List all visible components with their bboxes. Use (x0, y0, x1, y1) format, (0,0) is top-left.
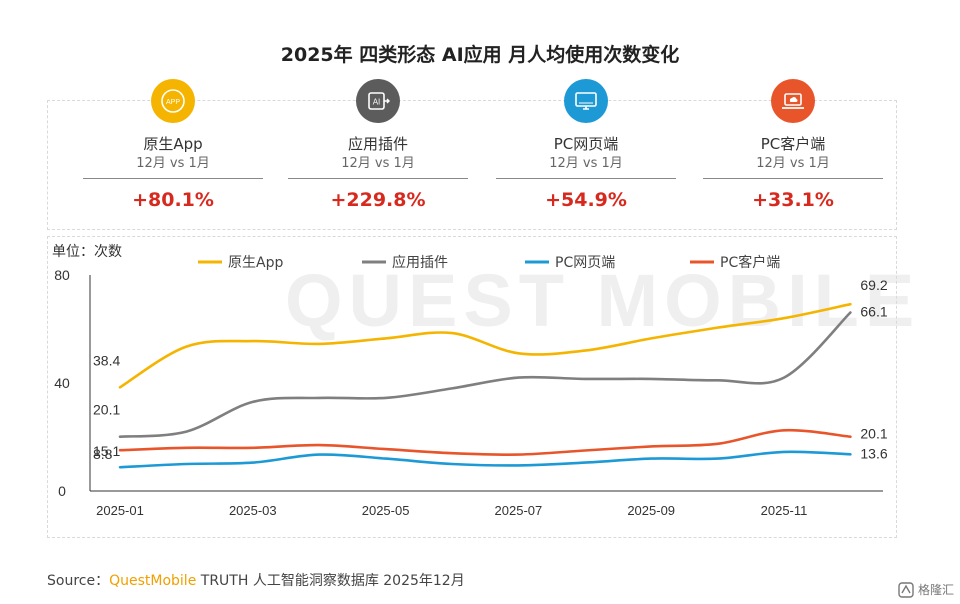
source-detail: TRUTH 人工智能洞察数据库 2025年12月 (196, 573, 465, 589)
kpi-change: +80.1% (132, 189, 214, 211)
kpi-name: 应用插件 (347, 135, 408, 153)
ai-plugin-icon: AI (356, 79, 400, 123)
series-line-0 (118, 302, 852, 389)
data-label: 69.2 (860, 277, 887, 293)
watermark-text: QUEST MOBILE (285, 259, 921, 342)
kpi-panel: APP 原生App 12月 vs 1月 +80.1% AI 应用插件 12月 v… (47, 79, 897, 231)
data-label: 66.1 (860, 304, 887, 320)
x-tick-label: 2025-03 (229, 503, 277, 518)
legend-label: PC网页端 (555, 255, 615, 271)
data-label: 15.1 (93, 443, 120, 459)
x-tick-label: 2025-05 (362, 503, 410, 518)
kpi-change: +33.1% (752, 189, 834, 211)
app-badge-text: APP (166, 99, 180, 106)
source-prefix: Source： (47, 573, 110, 589)
legend-label: PC客户端 (720, 254, 780, 271)
source-brand: QuestMobile (109, 573, 197, 589)
chart-title: 2025年 四类形态 AI应用 月人均使用次数变化 (280, 44, 680, 66)
kpi-period: 12月 vs 1月 (549, 156, 623, 171)
laptop-cloud-icon (771, 79, 815, 123)
kpi-divider (703, 178, 883, 179)
monitor-icon (564, 79, 608, 123)
kpi-card-client: PC客户端 12月 vs 1月 +33.1% (698, 79, 888, 231)
kpi-name: PC网页端 (553, 135, 619, 153)
kpi-period: 12月 vs 1月 (136, 156, 210, 171)
data-label: 13.6 (860, 445, 887, 461)
ai-badge-text: AI (373, 98, 381, 107)
corner-logo: 格隆汇 (898, 581, 954, 598)
x-tick-label: 2025-01 (96, 503, 144, 518)
kpi-change: +54.9% (545, 189, 627, 211)
y-tick-label: 0 (58, 483, 66, 499)
kpi-divider (288, 178, 468, 179)
kpi-divider (496, 178, 676, 179)
data-label: 8.8 (93, 446, 113, 462)
kpi-divider (83, 178, 263, 179)
kpi-card-plugin: AI 应用插件 12月 vs 1月 +229.8% (283, 79, 473, 231)
y-tick-label: 40 (54, 375, 70, 391)
legend-label: 应用插件 (392, 254, 448, 271)
kpi-name: 原生App (143, 135, 203, 153)
gelonghui-logo-icon (898, 581, 914, 598)
kpi-period: 12月 vs 1月 (756, 156, 830, 171)
corner-logo-text: 格隆汇 (917, 583, 954, 597)
x-tick-label: 2025-07 (495, 503, 543, 518)
series-line-2 (118, 450, 852, 469)
app-icon: APP (151, 79, 195, 123)
kpi-change: +229.8% (330, 189, 426, 211)
x-tick-label: 2025-11 (761, 503, 808, 518)
data-label: 38.4 (93, 352, 120, 368)
kpi-card-web: PC网页端 12月 vs 1月 +54.9% (491, 79, 681, 231)
series-line-1 (118, 311, 852, 439)
unit-label: 单位：次数 (52, 244, 122, 260)
series-line-3 (118, 428, 852, 456)
kpi-period: 12月 vs 1月 (341, 156, 415, 171)
y-tick-label: 80 (54, 267, 70, 283)
kpi-card-app: APP 原生App 12月 vs 1月 +80.1% (78, 79, 268, 231)
legend-label: 原生App (228, 255, 283, 271)
kpi-name: PC客户端 (760, 135, 826, 153)
source-line: Source：QuestMobile TRUTH 人工智能洞察数据库 2025年… (47, 570, 465, 590)
data-label: 20.1 (860, 426, 887, 442)
chart-panel (47, 236, 897, 538)
data-label: 20.1 (93, 402, 120, 418)
x-tick-label: 2025-09 (627, 503, 675, 518)
